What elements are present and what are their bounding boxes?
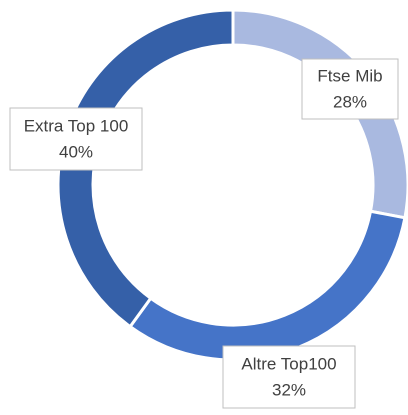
- slice-value-label: 32%: [272, 380, 306, 399]
- donut-slice: [128, 209, 407, 362]
- donut-slice: [56, 8, 235, 329]
- label-box: [222, 345, 356, 409]
- label-box: [301, 58, 399, 120]
- slice-label: Extra Top 100: [24, 116, 129, 135]
- slice-value-label: 28%: [333, 92, 367, 111]
- slice-value-label: 40%: [59, 142, 93, 161]
- slice-label: Altre Top100: [241, 354, 336, 373]
- label-box: [9, 107, 143, 171]
- slice-label: Ftse Mib: [317, 66, 382, 85]
